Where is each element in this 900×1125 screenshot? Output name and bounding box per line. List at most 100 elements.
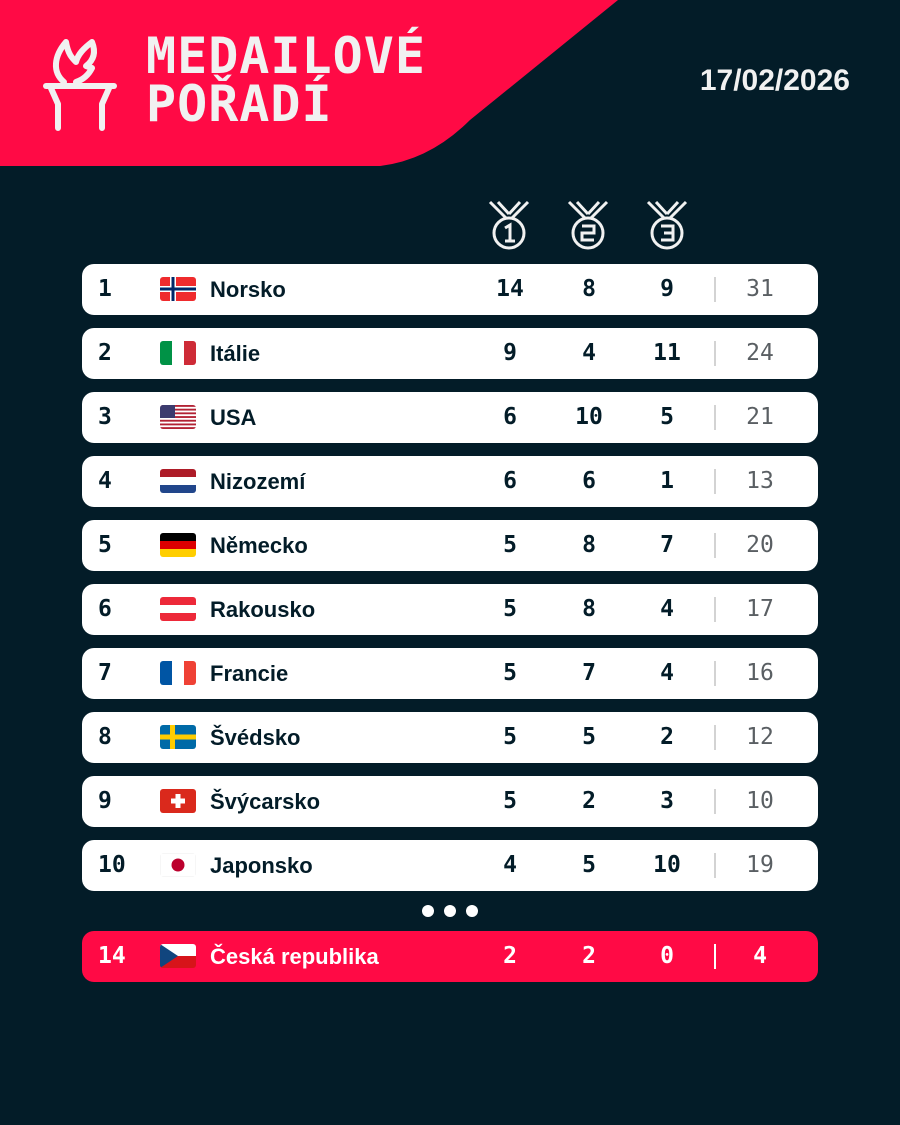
bronze-count: 7 [660, 532, 674, 558]
silver-count: 7 [582, 660, 596, 686]
country-name: Itálie [210, 341, 261, 366]
divider [714, 533, 716, 558]
divider [714, 405, 716, 430]
divider [714, 789, 716, 814]
divider [714, 277, 716, 302]
total-count: 31 [746, 276, 774, 302]
page-title: MEDAILOVÉ POŘADÍ [146, 27, 426, 133]
gold-count: 5 [503, 532, 517, 558]
medal-2-icon [567, 200, 609, 250]
country-name: Česká republika [210, 944, 379, 969]
gold-count: 5 [503, 788, 517, 814]
divider [714, 725, 716, 750]
table-row: 7 Francie 5 7 4 16 [82, 648, 818, 699]
header-banner [0, 0, 618, 166]
rank: 4 [98, 468, 112, 494]
total-count: 24 [746, 340, 774, 366]
bronze-count: 3 [660, 788, 674, 814]
total-count: 20 [746, 532, 774, 558]
flag-usa-icon [160, 405, 196, 429]
divider [714, 853, 716, 878]
silver-count: 2 [582, 943, 596, 969]
table-row: 8 Švédsko 5 5 2 12 [82, 712, 818, 763]
total-count: 16 [746, 660, 774, 686]
rank: 8 [98, 724, 112, 750]
rank: 10 [98, 852, 126, 878]
total-count: 13 [746, 468, 774, 494]
silver-count: 4 [582, 340, 596, 366]
flag-sweden-icon [160, 725, 196, 749]
bronze-count: 4 [660, 596, 674, 622]
bronze-count: 0 [660, 943, 674, 969]
silver-count: 8 [582, 532, 596, 558]
flag-norway-icon [160, 277, 196, 301]
table-row: 3 USA 6 10 5 21 [82, 392, 818, 443]
title-line-1: MEDAILOVÉ [146, 27, 426, 85]
bronze-count: 9 [660, 276, 674, 302]
silver-count: 5 [582, 724, 596, 750]
country-name: Německo [210, 533, 308, 558]
bronze-count: 1 [660, 468, 674, 494]
country-name: Japonsko [210, 853, 313, 878]
table-row: 6 Rakousko 5 8 4 17 [82, 584, 818, 635]
gold-count: 5 [503, 724, 517, 750]
gold-count: 4 [503, 852, 517, 878]
bronze-count: 11 [653, 340, 681, 366]
country-name: USA [210, 405, 257, 430]
bronze-count: 10 [653, 852, 681, 878]
rank: 7 [98, 660, 112, 686]
silver-count: 8 [582, 276, 596, 302]
total-count: 19 [746, 852, 774, 878]
table-row: 10 Japonsko 4 5 10 19 [82, 840, 818, 891]
country-name: Švédsko [210, 725, 301, 750]
total-count: 4 [753, 943, 767, 969]
country-name: Nizozemí [210, 469, 306, 494]
divider [714, 469, 716, 494]
gold-count: 2 [503, 943, 517, 969]
date-label: 17/02/2026 [699, 64, 850, 97]
rank: 2 [98, 340, 112, 366]
table-row: 9 Švýcarsko 5 2 3 10 [82, 776, 818, 827]
table-row: 4 Nizozemí 6 6 1 13 [82, 456, 818, 507]
silver-count: 8 [582, 596, 596, 622]
country-name: Francie [210, 661, 289, 686]
bronze-count: 5 [660, 404, 674, 430]
rank: 9 [98, 788, 112, 814]
silver-count: 2 [582, 788, 596, 814]
flag-japan-icon [160, 853, 196, 877]
ellipsis-icon [422, 905, 478, 919]
gold-count: 6 [503, 404, 517, 430]
dot [466, 905, 478, 917]
gold-count: 14 [496, 276, 524, 302]
total-count: 21 [746, 404, 774, 430]
rank: 6 [98, 596, 112, 622]
highlight-row-czechia: 14 Česká republika 2 2 0 4 [82, 931, 818, 982]
table-row: 2 Itálie 9 4 11 24 [82, 328, 818, 379]
gold-count: 5 [503, 660, 517, 686]
table-row: 5 Německo 5 8 7 20 [82, 520, 818, 571]
country-name: Rakousko [210, 597, 316, 622]
table-row: 1 Norsko 14 8 9 31 [82, 264, 818, 315]
silver-count: 5 [582, 852, 596, 878]
silver-count: 6 [582, 468, 596, 494]
rank: 5 [98, 532, 112, 558]
flag-austria-icon [160, 597, 196, 621]
total-count: 17 [746, 596, 774, 622]
flag-switzerland-icon [160, 789, 196, 813]
title-line-2: POŘADÍ [146, 75, 333, 133]
flag-italy-icon [160, 341, 196, 365]
flag-netherlands-icon [160, 469, 196, 493]
divider [714, 661, 716, 686]
gold-count: 9 [503, 340, 517, 366]
silver-count: 10 [575, 404, 603, 430]
dot [444, 905, 456, 917]
medal-3-icon [646, 200, 688, 250]
flag-france-icon [160, 661, 196, 685]
gold-count: 5 [503, 596, 517, 622]
rank: 3 [98, 404, 112, 430]
total-count: 12 [746, 724, 774, 750]
country-name: Švýcarsko [210, 789, 321, 814]
divider [714, 597, 716, 622]
total-count: 10 [746, 788, 774, 814]
dot [422, 905, 434, 917]
